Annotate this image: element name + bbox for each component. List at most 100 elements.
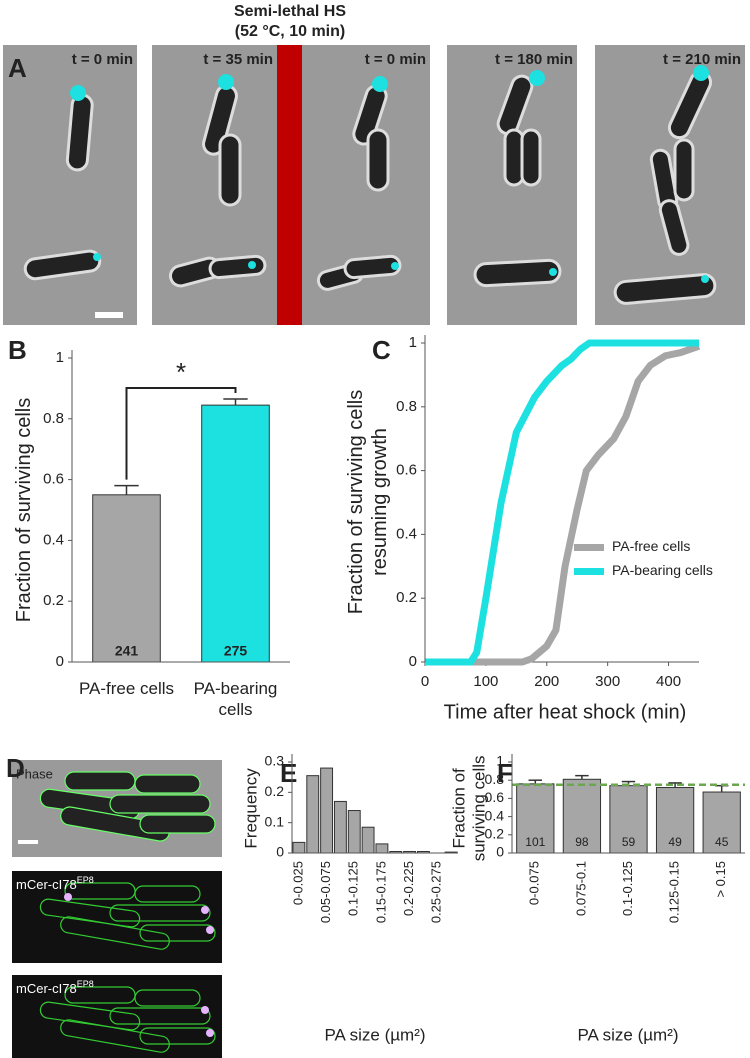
sample-count: 101 (525, 835, 545, 849)
x-tick-label: 0.075-0.1 (573, 861, 588, 916)
significance-marker: * (176, 357, 186, 387)
y-tick-label: 0.4 (43, 531, 64, 548)
y-axis-label: Frequency (241, 767, 261, 849)
scale-bar (18, 840, 38, 844)
panel-letter: C (372, 335, 391, 365)
x-axis-label: Time after heat shock (min) (444, 701, 687, 723)
series-line (425, 339, 699, 666)
micrograph (3, 45, 137, 325)
channel-name: mCer-cI78 (16, 981, 77, 996)
error-bar (575, 774, 589, 780)
significance-bracket (125, 387, 237, 480)
heat-shock-label: (52 °C, 10 min) (235, 23, 345, 40)
bar (375, 843, 389, 854)
y-tick-label: 0.2 (265, 783, 285, 799)
segmented-cells (39, 771, 216, 842)
bar (702, 791, 741, 854)
sample-count: 45 (715, 835, 729, 849)
panel-letter: A (8, 53, 27, 83)
y-tick-label: 0 (409, 653, 417, 670)
x-tick-label: 100 (473, 673, 498, 690)
y-axis-label: Fraction of surviving cells (449, 755, 490, 861)
panel-letter: D (6, 753, 25, 783)
x-tick-label: 0.125-0.15 (667, 861, 682, 923)
timepoint-label: t = 210 min (663, 51, 741, 68)
cells (23, 70, 717, 305)
y-tick-label: 0.8 (396, 398, 417, 415)
sample-count: 275 (224, 643, 248, 659)
x-tick-label: PA-bearing cells (193, 679, 278, 719)
error-bar (114, 484, 139, 495)
bar (347, 810, 361, 854)
y-tick-label: 1 (56, 349, 64, 366)
y-tick-label: 0.3 (265, 753, 285, 769)
foci (64, 893, 214, 1037)
bar (361, 826, 375, 854)
y-tick-label: 0 (56, 653, 64, 670)
segmented-outlines (39, 882, 216, 1053)
x-axis-label: PA size (µm²) (577, 1025, 678, 1044)
x-tick-label: PA-free cells (78, 679, 175, 698)
bar (320, 767, 334, 854)
legend-label: PA-bearing cells (612, 562, 713, 578)
heat-shock-label: Semi-lethal HS (234, 3, 346, 20)
channel-superscript: EP8 (77, 875, 94, 885)
y-tick-label: 0.6 (396, 462, 417, 479)
protein-aggregates (70, 65, 709, 283)
y-tick-label: 0.4 (485, 807, 505, 823)
micrographs-a (3, 45, 745, 325)
micrographs-d (12, 760, 222, 1058)
channel-label: Phase (16, 766, 53, 781)
timepoint-label: t = 35 min (203, 51, 273, 68)
y-tick-label: 0.4 (396, 525, 417, 542)
micrograph (152, 45, 277, 325)
bar (609, 785, 648, 854)
sample-count: 59 (622, 835, 636, 849)
bar (655, 786, 695, 854)
x-tick-label: 0.1-0.125 (346, 861, 361, 916)
error-bar (223, 398, 248, 406)
sample-count: 98 (575, 835, 589, 849)
y-tick-label: 0.6 (43, 471, 64, 488)
x-tick-label: 200 (534, 673, 559, 690)
y-tick-label: 0.8 (485, 771, 505, 787)
scale-bar (95, 312, 123, 318)
error-bar (714, 784, 729, 793)
timepoint-label: t = 180 min (495, 51, 573, 68)
channel-superscript: EP8 (77, 979, 94, 989)
y-tick-label: 1 (496, 753, 504, 769)
x-tick-label: 0-0.075 (527, 861, 542, 905)
series-line (425, 342, 701, 666)
timepoint-label: t = 0 min (72, 51, 133, 68)
y-tick-label: 0.2 (396, 589, 417, 606)
bar (201, 404, 270, 663)
y-tick-label: 0 (276, 844, 284, 860)
x-tick-label: 0-0.025 (290, 861, 305, 905)
timepoint-label: t = 0 min (365, 51, 426, 68)
x-tick-label: > 0.15 (713, 861, 728, 898)
x-axis-label: PA size (µm²) (324, 1025, 425, 1044)
x-tick-label: 400 (656, 673, 681, 690)
channel-label: mCer-cI78EP8 (16, 979, 94, 996)
error-bar (668, 782, 682, 788)
y-axis-label: Fraction of surviving cells resuming gro… (345, 389, 391, 615)
bar (306, 775, 320, 854)
heat-shock-bar (277, 45, 302, 325)
y-tick-label: 1 (409, 334, 417, 351)
sample-count: 49 (668, 835, 682, 849)
y-axis-label: Fraction of surviving cells (13, 397, 35, 623)
legend-label: PA-free cells (612, 538, 690, 554)
panel-letter: B (8, 335, 27, 365)
bar (292, 841, 306, 854)
bar (562, 778, 602, 854)
channel-name: mCer-cI78 (16, 877, 77, 892)
y-tick-label: 0 (496, 844, 504, 860)
x-tick-label: 0 (421, 673, 429, 690)
x-tick-label: 0.2-0.225 (401, 861, 416, 916)
x-tick-label: 0.15-0.175 (373, 861, 388, 923)
x-tick-label: 0.1-0.125 (620, 861, 635, 916)
error-bar (528, 779, 543, 784)
y-tick-label: 0.8 (43, 410, 64, 427)
